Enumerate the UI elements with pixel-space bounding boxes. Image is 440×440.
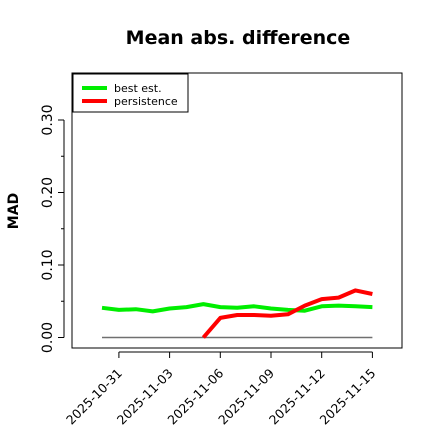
plot-frame (71, 72, 403, 349)
series-line-best-est (101, 302, 373, 314)
y-tick-label: 0.10 (40, 249, 56, 280)
y-axis-label: MAD (6, 193, 22, 229)
x-axis: 2025-10-312025-11-032025-11-062025-11-09… (63, 351, 379, 427)
legend: best est. persistence (72, 73, 189, 113)
legend-label-best-est: best est. (114, 82, 162, 95)
series-line-persistence (201, 288, 373, 339)
series-layer (101, 288, 373, 339)
y-tick-label: 0.30 (40, 104, 56, 135)
chart-title: Mean abs. difference (126, 27, 351, 49)
legend-box (72, 73, 189, 113)
y-tick-label: 0.00 (40, 322, 56, 353)
y-axis: 0.00 0.10 0.20 0.30 (40, 104, 65, 353)
legend-label-persistence: persistence (114, 95, 178, 108)
y-tick-label: 0.20 (40, 177, 56, 208)
